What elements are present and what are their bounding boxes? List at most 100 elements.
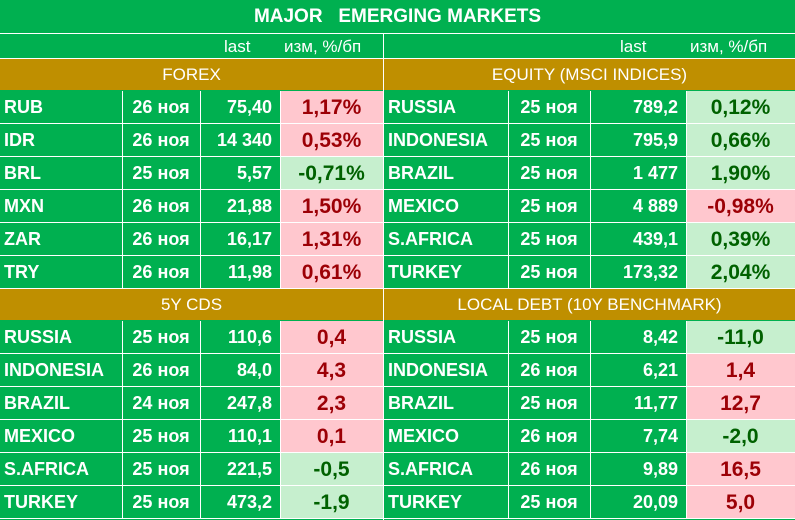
column-divider bbox=[122, 387, 123, 420]
column-divider bbox=[280, 453, 281, 486]
row-change: 2,3 bbox=[280, 387, 383, 420]
column-divider bbox=[200, 354, 201, 387]
row-date: 24 ноя bbox=[132, 393, 190, 413]
column-divider bbox=[200, 124, 201, 157]
column-divider bbox=[590, 256, 591, 289]
row-last: 20,09 bbox=[632, 492, 678, 512]
row-name: RUB bbox=[4, 97, 43, 117]
row-date: 26 ноя bbox=[132, 97, 190, 117]
row-last: 21,88 bbox=[226, 196, 272, 216]
column-divider bbox=[122, 256, 123, 289]
row-divider bbox=[384, 222, 795, 223]
column-divider bbox=[508, 91, 509, 124]
row-divider bbox=[384, 386, 795, 387]
row-date: 26 ноя bbox=[520, 426, 578, 446]
row-last: 439,1 bbox=[632, 229, 678, 249]
column-divider bbox=[508, 223, 509, 256]
column-divider bbox=[590, 453, 591, 486]
row-date: 25 ноя bbox=[520, 130, 578, 150]
row-date: 26 ноя bbox=[520, 459, 578, 479]
row-divider bbox=[384, 419, 795, 420]
column-divider bbox=[122, 420, 123, 453]
column-divider bbox=[280, 420, 281, 453]
row-divider bbox=[384, 485, 795, 486]
column-divider bbox=[686, 486, 687, 519]
column-divider bbox=[508, 124, 509, 157]
column-divider bbox=[508, 387, 509, 420]
section-equity: EQUITY (MSCI INDICES) bbox=[384, 59, 795, 90]
row-name: TRY bbox=[4, 262, 40, 282]
row-name: BRAZIL bbox=[388, 393, 454, 413]
column-divider bbox=[280, 124, 281, 157]
row-date: 26 ноя bbox=[132, 130, 190, 150]
row-name: RUSSIA bbox=[388, 97, 457, 117]
row-last: 16,17 bbox=[226, 229, 272, 249]
row-date: 25 ноя bbox=[520, 196, 578, 216]
row-divider bbox=[0, 386, 383, 387]
column-divider bbox=[686, 124, 687, 157]
column-divider bbox=[590, 420, 591, 453]
column-divider bbox=[122, 453, 123, 486]
column-divider bbox=[686, 420, 687, 453]
column-divider bbox=[508, 486, 509, 519]
header-change-left: изм, %/бп bbox=[284, 37, 362, 56]
column-divider bbox=[200, 157, 201, 190]
column-divider bbox=[122, 91, 123, 124]
row-date: 25 ноя bbox=[520, 393, 578, 413]
row-divider bbox=[0, 222, 383, 223]
column-divider bbox=[508, 321, 509, 354]
row-date: 25 ноя bbox=[520, 97, 578, 117]
row-last: 110,6 bbox=[227, 327, 272, 347]
row-last: 247,8 bbox=[226, 393, 272, 413]
header-last-left: last bbox=[224, 37, 251, 56]
column-divider bbox=[508, 157, 509, 190]
row-date: 26 ноя bbox=[132, 229, 190, 249]
row-change: 0,1 bbox=[280, 420, 383, 453]
column-divider bbox=[686, 91, 687, 124]
column-divider bbox=[686, 453, 687, 486]
column-divider bbox=[590, 354, 591, 387]
row-change: 0,4 bbox=[280, 321, 383, 354]
row-divider bbox=[384, 518, 795, 519]
row-change: -11,0 bbox=[686, 321, 795, 354]
column-divider bbox=[200, 223, 201, 256]
row-date: 25 ноя bbox=[132, 327, 190, 347]
row-last: 8,42 bbox=[642, 327, 678, 347]
row-last: 795,9 bbox=[632, 130, 678, 150]
row-change: 5,0 bbox=[686, 486, 795, 519]
row-change: -0,98% bbox=[686, 190, 795, 223]
column-divider bbox=[508, 453, 509, 486]
column-divider bbox=[508, 354, 509, 387]
row-date: 26 ноя bbox=[132, 360, 190, 380]
row-last: 11,77 bbox=[633, 393, 678, 413]
row-change: 1,31% bbox=[280, 223, 383, 256]
column-divider bbox=[590, 190, 591, 223]
column-divider bbox=[686, 354, 687, 387]
row-divider bbox=[384, 156, 795, 157]
row-last: 14 340 bbox=[216, 130, 272, 150]
row-date: 25 ноя bbox=[520, 262, 578, 282]
column-divider bbox=[200, 486, 201, 519]
column-divider bbox=[200, 321, 201, 354]
row-name: MEXICO bbox=[388, 196, 460, 216]
row-last: 221,5 bbox=[226, 459, 272, 479]
column-divider bbox=[508, 190, 509, 223]
row-divider bbox=[0, 123, 383, 124]
row-change: 12,7 bbox=[686, 387, 795, 420]
column-divider bbox=[508, 256, 509, 289]
column-divider bbox=[280, 190, 281, 223]
row-change: 4,3 bbox=[280, 354, 383, 387]
row-change: 2,04% bbox=[686, 256, 795, 289]
column-divider bbox=[200, 256, 201, 289]
column-divider bbox=[590, 486, 591, 519]
row-last: 1 477 bbox=[632, 163, 678, 183]
column-divider bbox=[590, 387, 591, 420]
column-divider bbox=[200, 190, 201, 223]
row-change: 1,17% bbox=[280, 91, 383, 124]
row-change: 16,5 bbox=[686, 453, 795, 486]
column-divider bbox=[122, 486, 123, 519]
row-name: S.AFRICA bbox=[388, 459, 473, 479]
header-change-right: изм, %/бп bbox=[690, 37, 768, 56]
column-divider bbox=[590, 91, 591, 124]
